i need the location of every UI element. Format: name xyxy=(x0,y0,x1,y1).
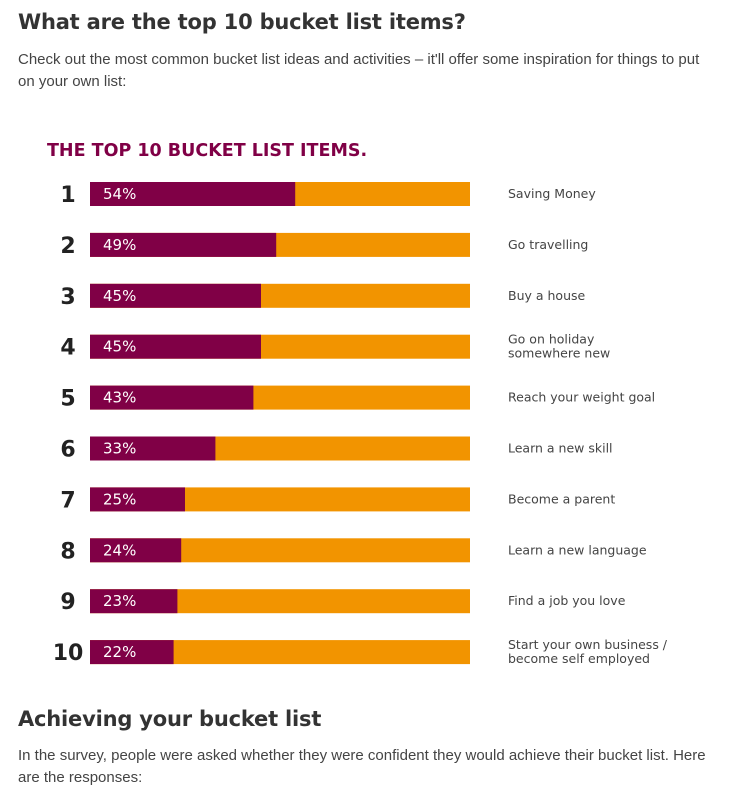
category-label: Learn a new language xyxy=(508,542,647,557)
bar-value-label: 49% xyxy=(103,236,136,254)
rank-label: 7 xyxy=(60,488,75,513)
rank-label: 10 xyxy=(53,641,84,666)
bar-value-label: 25% xyxy=(103,490,136,508)
section-heading-achieving: Achieving your bucket list xyxy=(18,707,322,731)
bar-value-label: 45% xyxy=(103,287,136,305)
bar-row: 9 23% Find a job you love xyxy=(60,589,626,615)
category-label-line: Become a parent xyxy=(508,491,615,506)
bar-value xyxy=(90,436,216,461)
rank-label: 1 xyxy=(60,183,75,208)
category-label: Find a job you love xyxy=(508,593,626,608)
bar-value xyxy=(90,283,261,308)
rank-label: 2 xyxy=(60,234,75,259)
bar-value-label: 22% xyxy=(103,643,136,661)
category-label-line: Saving Money xyxy=(508,186,596,201)
category-label-line: Learn a new language xyxy=(508,542,647,557)
rank-label: 3 xyxy=(60,285,75,310)
bar-value-label: 24% xyxy=(103,541,136,559)
survey-paragraph: In the survey, people were asked whether… xyxy=(18,747,706,786)
bar-value xyxy=(90,182,296,206)
bar-value xyxy=(90,385,254,410)
category-label: Go travelling xyxy=(508,237,588,252)
bar-value xyxy=(90,232,277,257)
bar-row: 8 24% Learn a new language xyxy=(60,538,647,564)
bar-row: 10 22% Start your own business / become sel… xyxy=(53,637,668,666)
section-heading: What are the top 10 bucket list items? xyxy=(18,10,466,34)
category-label-line: Learn a new skill xyxy=(508,441,613,456)
bar-row: 5 43% Reach your weight goal xyxy=(60,385,655,412)
rank-label: 4 xyxy=(60,336,75,361)
rank-label: 6 xyxy=(60,438,75,463)
category-label-line: become self employed xyxy=(508,651,650,666)
chart-title: THE TOP 10 BUCKET LIST ITEMS. xyxy=(47,141,367,161)
bucket-list-bar-chart: THE TOP 10 BUCKET LIST ITEMS. 1 54% Saving… xyxy=(47,141,668,666)
bar-row: 6 33% Learn a new skill xyxy=(60,436,613,463)
bar-value xyxy=(90,538,182,563)
category-label-line: Find a job you love xyxy=(508,593,626,608)
category-label: Reach your weight goal xyxy=(508,390,655,405)
category-label-line: Go travelling xyxy=(508,237,588,252)
category-label-line: Reach your weight goal xyxy=(508,390,655,405)
category-label-line: Go on holiday xyxy=(508,332,595,347)
bar-row: 7 25% Become a parent xyxy=(60,487,615,513)
category-label: Saving Money xyxy=(508,186,596,201)
bar-row: 2 49% Go travelling xyxy=(60,232,588,259)
bar-value xyxy=(90,334,261,359)
rank-label: 8 xyxy=(60,539,75,564)
bar-row: 3 45% Buy a house xyxy=(60,283,586,310)
rank-label: 9 xyxy=(60,590,75,615)
category-label: Go on holiday somewhere new xyxy=(508,332,610,361)
category-label: Become a parent xyxy=(508,491,615,506)
bar-value xyxy=(90,589,178,614)
category-label-line: Buy a house xyxy=(508,288,586,303)
bar-value xyxy=(90,487,185,512)
intro-paragraph: Check out the most common bucket list id… xyxy=(18,51,700,90)
bar-value-label: 54% xyxy=(103,185,136,203)
bar-value-label: 33% xyxy=(103,440,136,458)
category-label: Start your own business / become self emp… xyxy=(508,637,668,666)
bar-value-label: 45% xyxy=(103,338,136,356)
rank-label: 5 xyxy=(60,387,75,412)
bar-value-label: 43% xyxy=(103,389,136,407)
bar-row: 4 45% Go on holiday somewhere new xyxy=(60,332,610,361)
bar-row: 1 54% Saving Money xyxy=(60,182,596,208)
bar-value-label: 23% xyxy=(103,592,136,610)
bar-value xyxy=(90,640,174,665)
category-label: Learn a new skill xyxy=(508,441,613,456)
category-label-line: somewhere new xyxy=(508,346,610,361)
category-label: Buy a house xyxy=(508,288,586,303)
category-label-line: Start your own business / xyxy=(508,637,668,652)
